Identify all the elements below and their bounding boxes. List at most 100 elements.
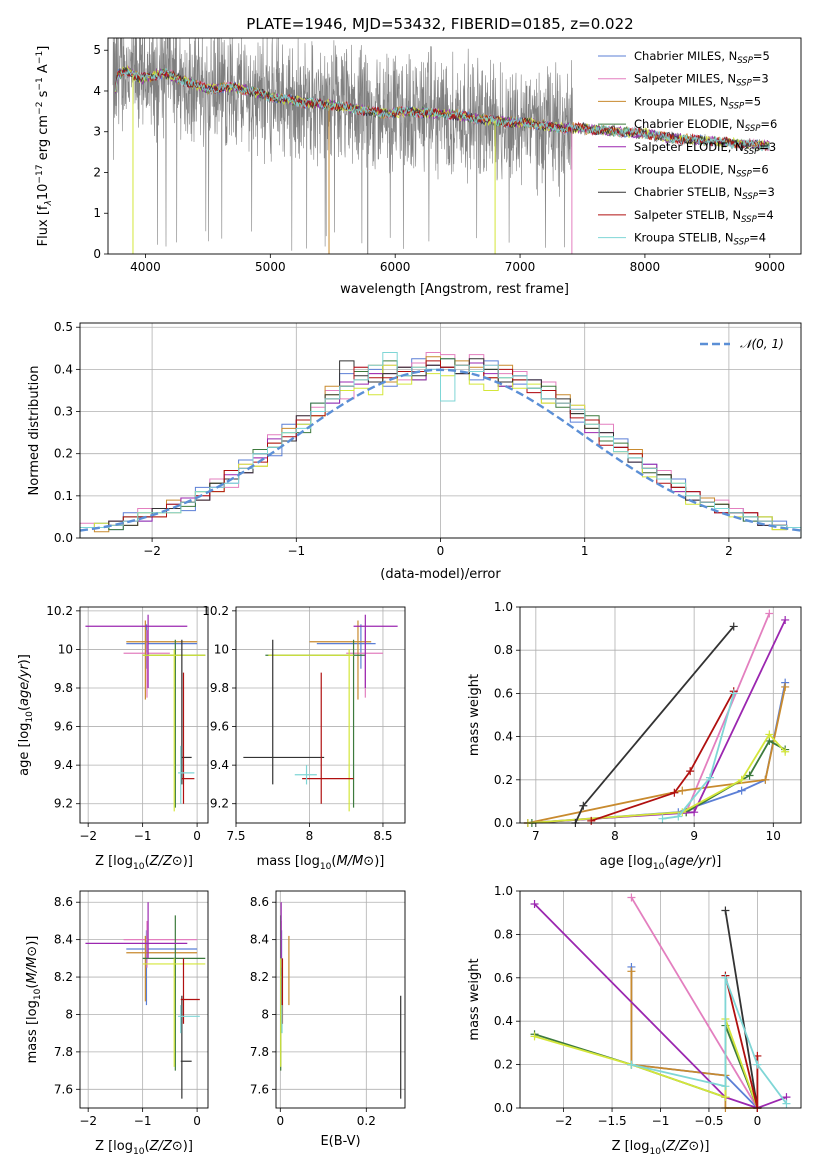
legend-label-part: =3 [752,72,769,86]
x-tick-label: 0 [193,1114,201,1128]
y-tick-label: 8.4 [54,933,73,947]
legend-label-part: Chabrier STELIB, N [634,185,742,199]
axes-frame [519,606,802,824]
legend-label: Kroupa ELODIE, NSSP=6 [634,163,769,180]
x-axis-label-part: ⊙ [363,854,374,869]
weight-marker [579,801,588,810]
x-axis-label-part: )] [183,854,193,869]
x-axis-label-part: 10 [133,862,145,872]
y-tick-label: 0.8 [494,927,513,941]
x-tick-label: 0 [754,1114,762,1128]
x-tick-label: 7.5 [226,829,245,843]
y-tick-label: 7.6 [250,1082,269,1096]
weight-line-5 [527,732,786,824]
legend-label-part: =3 [759,140,776,154]
y-axis-label-part: s [36,90,51,101]
grid [276,891,405,1108]
y-tick-label: 8 [261,1007,269,1021]
y-tick-label: 2 [93,165,101,179]
x-axis-label-part: 10 [320,862,332,872]
x-tick-label: −2 [79,829,97,843]
axes-frame [79,606,209,824]
weight-marker [782,1099,791,1108]
model-line-7 [115,69,770,152]
legend-label-part: SSP [736,79,752,89]
y-tick-label: 10 [214,642,229,656]
figure-title: PLATE=1946, MJD=53432, FIBERID=0185, z=0… [246,15,633,33]
x-axis-label-part: ⊙ [172,1139,183,1154]
weight-marker [737,786,746,795]
weight-line-1 [630,897,759,1109]
plot-area [112,38,770,254]
weight-marker [678,786,687,795]
weight-marker [530,900,539,909]
legend-label-part: Salpeter MILES, N [634,72,736,86]
axes-frame [235,606,406,824]
legend-label-part: =6 [760,117,777,131]
x-tick-label: 8 [306,829,314,843]
panel-mass-vs-EBV: 0 0.2 7.6 7.8 8 8.2 8.4 8.6 E(B-V) [250,890,406,1149]
y-axis-label-part: age/yr [17,663,32,706]
x-axis-label: (data-model)/error [380,567,501,582]
x-axis-label-part: ⊙ [688,1139,699,1154]
histogram-8 [79,352,802,538]
y-tick-label: 10 [58,642,73,656]
y-tick-label: 1.0 [494,600,513,614]
y-axis-label: mass weight [467,674,482,756]
y-tick-label: 0.6 [494,686,513,700]
legend-label: Chabrier ELODIE, NSSP=6 [634,117,777,134]
y-axis-label-part: −17 [35,164,45,183]
y-axis-label: mass [log10(M/M⊙)] [25,936,43,1064]
y-tick-label: 8.6 [250,895,269,909]
y-tick-label: 9.4 [210,758,229,772]
legend-label-part: SSP [737,56,753,66]
x-tick-label: 0 [437,544,445,558]
legend-label-part: SSP [734,238,750,248]
x-tick-label: −1 [134,1114,152,1128]
x-axis-label-part: ( [331,854,336,869]
x-tick-label: 7000 [505,260,536,274]
axes-frame [79,322,802,539]
x-tick-label: 9 [690,829,698,843]
x-axis-label-part: age/yr [670,854,713,869]
x-axis-label-part: Z/Z [665,1139,689,1154]
y-axis-label-part: 10 [33,988,43,1000]
x-tick-label: 4000 [130,260,161,274]
legend-label-part: Kroupa MILES, N [634,94,729,108]
legend-label-part: Salpeter STELIB, N [634,208,741,222]
weight-marker [530,1032,539,1041]
y-tick-label: 0.4 [54,362,73,376]
x-axis-label-part: )] [711,854,721,869]
x-axis-label-part: Z/Z [149,854,173,869]
legend-label-part: SSP [741,215,757,225]
weight-line-1 [527,613,771,824]
legend-label: Salpeter STELIB, NSSP=4 [634,208,774,225]
x-tick-label: 10 [766,829,781,843]
weight-marker [627,1060,636,1069]
x-tick-label: 0 [276,1114,284,1128]
x-tick-label: −2 [555,1114,573,1128]
x-axis-label-part: )] [183,1139,193,1154]
x-tick-label: 8000 [630,260,661,274]
y-tick-label: 0.5 [54,320,73,334]
y-axis-label-part: Flux [f [36,205,51,246]
y-axis-label-part: )] [25,936,40,946]
x-axis-label-part: Z [log [612,1139,650,1154]
y-tick-label: 5 [93,43,101,57]
x-tick-label: 5000 [255,260,286,274]
weight-marker [781,747,790,756]
axes-frame [79,890,209,1109]
y-tick-label: 0.3 [54,405,73,419]
legend-label: 𝒩(0, 1) [740,337,784,351]
legend-label-part: SSP [736,170,752,180]
y-tick-label: 0.1 [54,489,73,503]
model-line-8 [115,67,770,152]
y-tick-label: 9.6 [210,720,229,734]
y-tick-label: 7.8 [54,1045,73,1059]
x-tick-label: 2 [725,544,733,558]
y-tick-label: 9.8 [54,681,73,695]
normal-curve [79,368,802,532]
y-tick-label: 8.2 [54,970,73,984]
y-axis-label: Normed distribution [27,366,42,496]
